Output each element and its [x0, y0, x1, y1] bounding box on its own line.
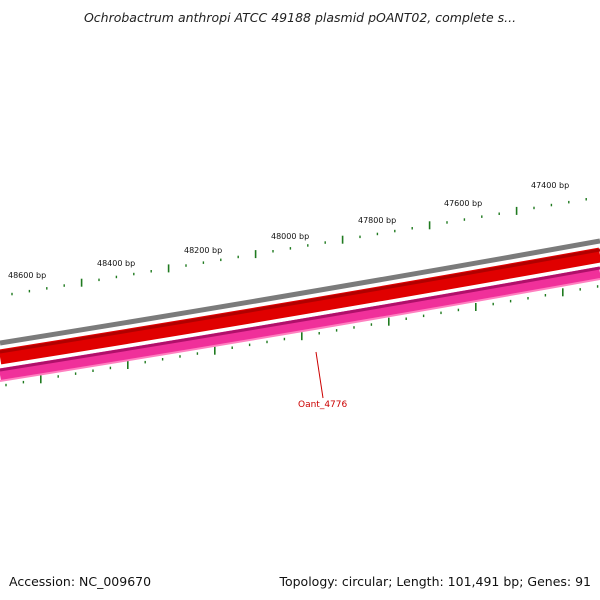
gene-label-oant-4776: Oant_4776 — [298, 400, 348, 410]
reverse-cds-feature-highlight — [0, 278, 600, 382]
bp-label-48600: 48600 bp — [8, 271, 46, 280]
reverse-cds-feature-shade — [0, 266, 600, 372]
bp-label-48000: 48000 bp — [271, 232, 309, 241]
forward-cds-feature-shade — [0, 248, 600, 354]
bp-label-48200: 48200 bp — [184, 246, 222, 255]
bp-label-47800: 47800 bp — [358, 216, 396, 225]
outer-scale-ticks — [11, 198, 587, 296]
bp-scale-labels: 48600 bp 48400 bp 48200 bp 48000 bp 4780… — [8, 181, 569, 280]
forward-cds-feature — [0, 247, 600, 365]
bp-label-47600: 47600 bp — [444, 199, 482, 208]
gene-label-leader — [315, 351, 324, 399]
accession-label: Accession: NC_009670 — [9, 574, 151, 589]
backbone-track — [0, 238, 600, 346]
inner-scale-ticks — [5, 285, 599, 387]
map-title: Ochrobactrum anthropi ATCC 49188 plasmid… — [84, 10, 516, 25]
reverse-cds-feature — [0, 266, 600, 382]
bp-label-48400: 48400 bp — [97, 259, 135, 268]
bp-label-47400: 47400 bp — [531, 181, 569, 190]
genome-summary-label: Topology: circular; Length: 101,491 bp; … — [278, 574, 591, 589]
